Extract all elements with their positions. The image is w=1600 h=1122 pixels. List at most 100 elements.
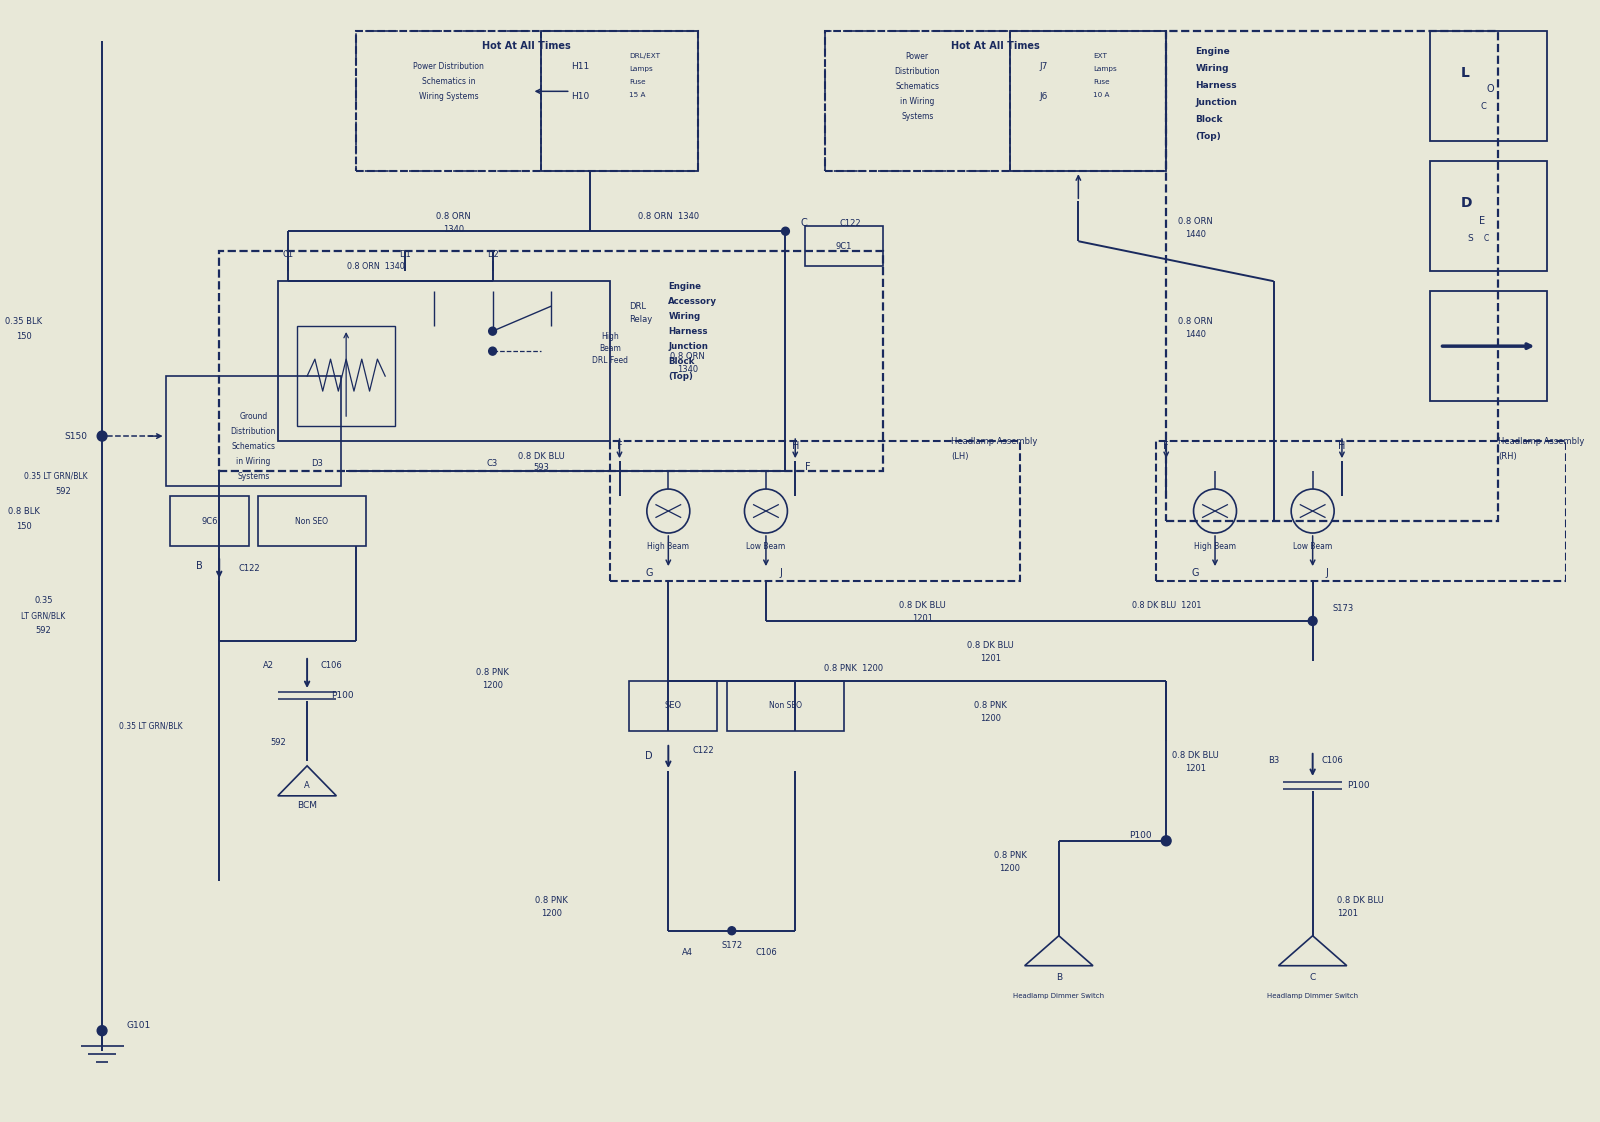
Text: D2: D2 xyxy=(486,250,499,259)
Text: P100: P100 xyxy=(1130,831,1152,840)
Text: in Wiring: in Wiring xyxy=(901,96,934,105)
Text: Systems: Systems xyxy=(237,471,269,480)
Text: Lamps: Lamps xyxy=(1093,66,1117,72)
Text: P100: P100 xyxy=(1347,781,1370,790)
Text: 0.8 PNK  1200: 0.8 PNK 1200 xyxy=(824,664,883,673)
Text: F: F xyxy=(616,441,622,451)
Text: B: B xyxy=(197,561,203,571)
Text: 0.8 ORN: 0.8 ORN xyxy=(1178,217,1213,226)
Circle shape xyxy=(1309,616,1317,625)
Text: 592: 592 xyxy=(270,738,286,747)
Polygon shape xyxy=(1278,936,1347,966)
Text: H10: H10 xyxy=(571,92,589,101)
Text: 1201: 1201 xyxy=(912,615,933,624)
Text: 1440: 1440 xyxy=(1186,230,1206,239)
Text: 10 A: 10 A xyxy=(1093,92,1109,99)
Text: 0.8 ORN: 0.8 ORN xyxy=(1178,316,1213,325)
Text: C106: C106 xyxy=(755,948,778,957)
Text: 592: 592 xyxy=(54,487,70,496)
Text: H: H xyxy=(792,441,798,451)
Text: 0.8 PNK: 0.8 PNK xyxy=(477,669,509,678)
Text: G101: G101 xyxy=(126,1021,150,1030)
Text: Wiring: Wiring xyxy=(1195,64,1229,73)
Text: (RH): (RH) xyxy=(1498,451,1517,460)
Text: 0.35 LT GRN/BLK: 0.35 LT GRN/BLK xyxy=(24,471,88,480)
Text: 0.8 PNK: 0.8 PNK xyxy=(974,701,1006,710)
Text: 1200: 1200 xyxy=(979,715,1002,724)
Text: S: S xyxy=(1467,233,1472,242)
Text: 150: 150 xyxy=(16,522,32,531)
Text: F: F xyxy=(1163,441,1170,451)
Text: O: O xyxy=(1486,84,1494,94)
Text: D3: D3 xyxy=(310,459,323,468)
Text: 0.35: 0.35 xyxy=(34,597,53,606)
Text: D: D xyxy=(1461,196,1472,210)
Text: Junction: Junction xyxy=(669,342,709,351)
Circle shape xyxy=(488,328,496,335)
Text: C: C xyxy=(1309,973,1315,982)
Text: 1340: 1340 xyxy=(443,224,464,233)
Text: J6: J6 xyxy=(1040,92,1048,101)
Circle shape xyxy=(98,1026,107,1036)
Text: B: B xyxy=(1056,973,1062,982)
Text: D1: D1 xyxy=(398,250,411,259)
Text: 0.35 LT GRN/BLK: 0.35 LT GRN/BLK xyxy=(118,721,182,730)
Text: J7: J7 xyxy=(1040,62,1048,71)
Polygon shape xyxy=(278,766,336,795)
Circle shape xyxy=(1162,836,1171,846)
Text: (Top): (Top) xyxy=(1195,131,1221,140)
Text: 0.8 ORN  1340: 0.8 ORN 1340 xyxy=(638,212,699,221)
Text: 9C6: 9C6 xyxy=(202,516,218,525)
Text: 0.8 ORN  1340: 0.8 ORN 1340 xyxy=(347,261,405,270)
Text: Systems: Systems xyxy=(901,112,933,121)
Text: C: C xyxy=(1483,233,1488,242)
Text: F: F xyxy=(805,462,811,472)
Polygon shape xyxy=(1024,936,1093,966)
Text: Accessory: Accessory xyxy=(669,296,717,305)
Text: Power: Power xyxy=(906,52,930,61)
Text: 15 A: 15 A xyxy=(629,92,646,99)
Text: Low Beam: Low Beam xyxy=(746,542,786,551)
Text: Distribution: Distribution xyxy=(894,67,939,76)
Text: Schematics: Schematics xyxy=(232,442,275,451)
Text: 0.8 DK BLU: 0.8 DK BLU xyxy=(966,642,1014,651)
Text: Headlamp Assembly: Headlamp Assembly xyxy=(1498,436,1584,445)
Text: Hot At All Times: Hot At All Times xyxy=(950,42,1040,52)
Text: C: C xyxy=(800,219,806,228)
Text: Beam: Beam xyxy=(598,343,621,352)
Text: High: High xyxy=(602,332,619,341)
Text: S173: S173 xyxy=(1333,605,1354,614)
Text: DRL/EXT: DRL/EXT xyxy=(629,54,661,59)
Text: A: A xyxy=(304,781,310,790)
Text: Headlamp Assembly: Headlamp Assembly xyxy=(952,436,1038,445)
Text: C1: C1 xyxy=(282,250,293,259)
Text: Junction: Junction xyxy=(1195,98,1237,107)
Text: A2: A2 xyxy=(262,662,274,671)
Text: P100: P100 xyxy=(331,691,354,700)
Text: Block: Block xyxy=(669,357,694,366)
Text: E: E xyxy=(1478,217,1485,227)
Text: Non SEO: Non SEO xyxy=(770,701,802,710)
Text: Block: Block xyxy=(1195,114,1222,123)
Text: 0.8 DK BLU: 0.8 DK BLU xyxy=(1338,896,1384,905)
Text: DRL: DRL xyxy=(629,302,646,311)
Text: 592: 592 xyxy=(35,626,51,635)
Text: 0.8 PNK: 0.8 PNK xyxy=(534,896,568,905)
Text: Headlamp Dimmer Switch: Headlamp Dimmer Switch xyxy=(1013,993,1104,999)
Circle shape xyxy=(488,347,496,356)
Text: 1200: 1200 xyxy=(482,681,502,690)
Text: C106: C106 xyxy=(1322,756,1342,765)
Text: 1200: 1200 xyxy=(1000,864,1021,873)
Text: Fuse: Fuse xyxy=(629,80,646,85)
Text: Harness: Harness xyxy=(669,327,707,335)
Circle shape xyxy=(98,431,107,441)
Text: J: J xyxy=(1326,568,1328,578)
Text: EXT: EXT xyxy=(1093,54,1107,59)
Text: H11: H11 xyxy=(571,62,589,71)
Text: Headlamp Dimmer Switch: Headlamp Dimmer Switch xyxy=(1267,993,1358,999)
Text: 0.8 DK BLU: 0.8 DK BLU xyxy=(1173,752,1219,761)
Text: Schematics: Schematics xyxy=(896,82,939,91)
Circle shape xyxy=(728,927,736,935)
Text: 1340: 1340 xyxy=(677,365,699,374)
Text: G: G xyxy=(645,568,653,578)
